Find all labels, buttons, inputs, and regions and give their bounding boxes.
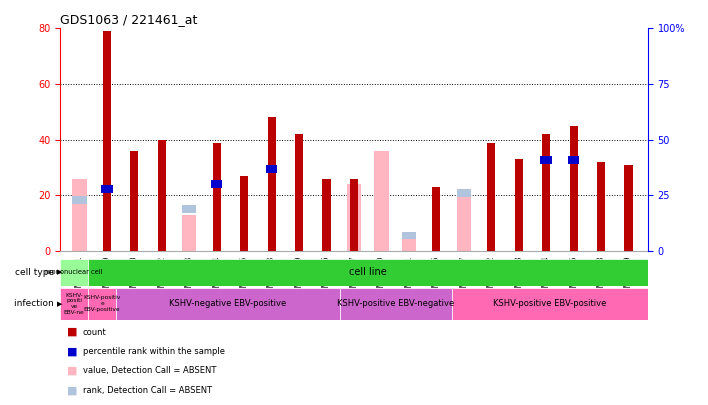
Bar	[212, 143, 221, 251]
Bar	[268, 117, 275, 251]
Text: ■: ■	[67, 386, 78, 395]
Text: KSHV-positiv
e
EBV-positive: KSHV-positiv e EBV-positive	[84, 296, 121, 312]
Bar	[103, 31, 111, 251]
Bar	[347, 184, 361, 251]
Text: mononuclear cell: mononuclear cell	[45, 269, 103, 275]
Text: KSHV-
positi
ve
EBV-ne: KSHV- positi ve EBV-ne	[64, 292, 84, 315]
Bar	[240, 176, 249, 251]
Bar	[72, 196, 86, 204]
Text: rank, Detection Call = ABSENT: rank, Detection Call = ABSENT	[83, 386, 212, 395]
Text: ■: ■	[67, 366, 78, 376]
Bar	[60, 288, 88, 320]
Bar	[540, 156, 552, 164]
Bar	[72, 179, 86, 251]
Text: infection: infection	[14, 299, 57, 308]
Bar	[182, 205, 196, 213]
Bar	[130, 151, 139, 251]
Bar	[515, 159, 523, 251]
Text: percentile rank within the sample: percentile rank within the sample	[83, 347, 225, 356]
Bar	[569, 126, 578, 251]
Bar	[452, 288, 648, 320]
Text: GDS1063 / 221461_at: GDS1063 / 221461_at	[60, 13, 198, 26]
Bar	[401, 237, 416, 251]
Text: ■: ■	[67, 327, 78, 337]
Bar	[375, 151, 389, 251]
Bar	[266, 165, 278, 173]
Bar	[322, 179, 331, 251]
Bar	[211, 180, 222, 188]
Bar	[340, 288, 452, 320]
Bar	[457, 189, 471, 197]
Text: cell line: cell line	[349, 267, 387, 277]
Text: KSHV-positive EBV-negative: KSHV-positive EBV-negative	[337, 299, 455, 308]
Text: count: count	[83, 328, 107, 337]
Bar	[158, 140, 166, 251]
Bar	[624, 165, 633, 251]
Bar	[88, 288, 116, 320]
Bar	[487, 143, 496, 251]
Text: ▶: ▶	[57, 301, 62, 307]
Text: KSHV-positive EBV-positive: KSHV-positive EBV-positive	[493, 299, 607, 308]
Bar	[350, 179, 358, 251]
Text: ■: ■	[67, 347, 78, 356]
Bar	[295, 134, 303, 251]
Text: KSHV-negative EBV-positive: KSHV-negative EBV-positive	[169, 299, 287, 308]
Text: cell type: cell type	[15, 268, 57, 277]
Bar	[568, 156, 579, 164]
Bar	[401, 232, 416, 239]
Bar	[101, 185, 113, 193]
Bar	[542, 134, 550, 251]
Bar	[116, 288, 340, 320]
Bar	[457, 193, 471, 251]
Bar	[433, 187, 440, 251]
Text: value, Detection Call = ABSENT: value, Detection Call = ABSENT	[83, 367, 216, 375]
Bar	[597, 162, 605, 251]
Bar	[60, 259, 88, 286]
Text: ▶: ▶	[57, 269, 62, 275]
Bar	[182, 215, 196, 251]
